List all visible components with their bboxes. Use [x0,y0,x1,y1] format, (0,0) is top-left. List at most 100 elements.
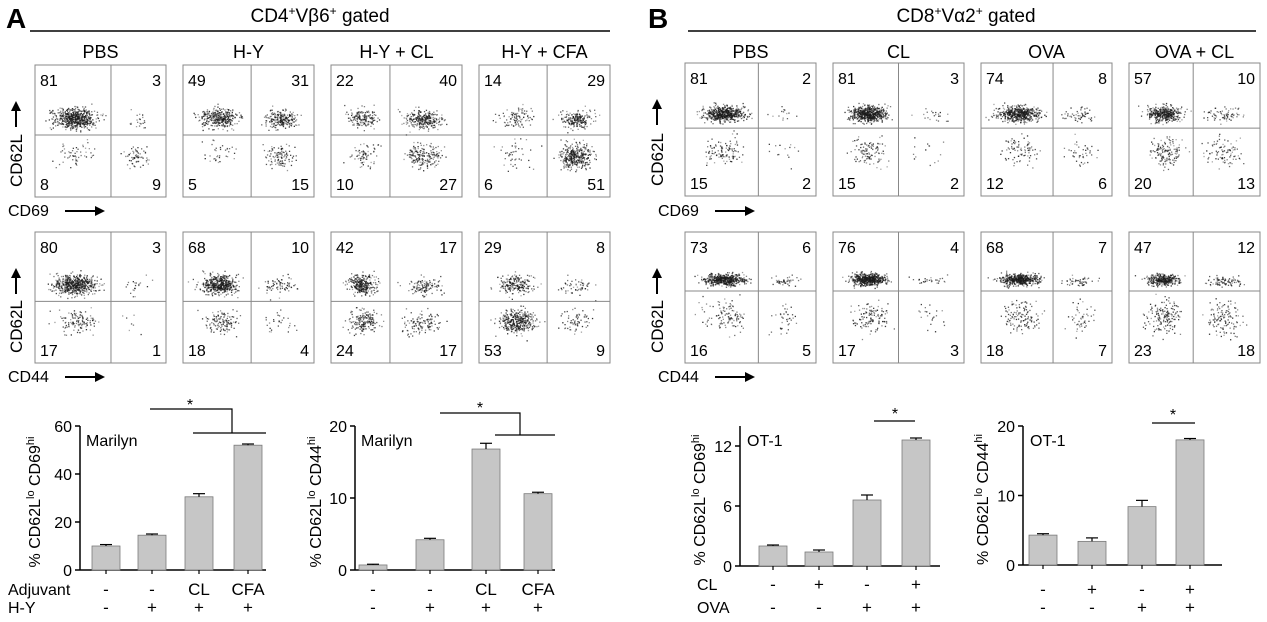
event-dot [372,117,375,120]
event-dot [580,155,582,157]
event-dot [232,124,234,126]
event-dot [346,288,348,290]
event-dot [381,325,383,328]
event-dot [511,154,513,156]
event-dot [65,116,67,118]
event-dot [69,275,71,277]
event-dot [65,275,67,277]
event-dot [78,281,80,283]
event-dot [576,142,578,144]
event-dot [571,156,573,158]
event-dot [422,294,424,297]
event-dot [367,150,369,153]
event-dot [572,121,574,123]
event-dot [424,162,426,164]
event-dot [77,278,79,280]
event-dot [78,286,80,288]
event-dot [423,116,425,118]
event-dot [68,322,70,324]
event-dot [417,147,419,150]
event-dot [232,321,235,323]
event-dot [224,270,226,272]
event-dot [211,125,214,127]
event-dot [287,282,289,284]
event-dot [361,157,363,159]
event-dot [419,151,421,154]
event-dot [81,287,83,289]
event-dot [68,282,70,284]
event-dot [292,155,295,157]
event-dot [144,127,146,129]
event-dot [71,108,74,110]
event-dot [218,122,220,124]
event-dot [73,121,76,123]
event-dot [425,109,428,111]
event-dot [55,125,57,127]
event-dot [211,288,213,290]
event-dot [91,281,93,283]
event-dot [69,292,72,294]
event-dot [363,308,365,311]
event-dot [585,122,587,124]
event-dot [88,285,90,287]
event-dot [530,118,533,120]
event-dot [503,121,506,124]
event-dot [223,333,226,336]
event-dot [130,123,132,125]
event-dot [579,143,581,145]
event-dot [371,118,374,120]
event-dot [582,161,585,163]
event-dot [377,144,380,146]
event-dot [369,321,371,323]
event-dot [222,323,224,325]
event-dot [560,159,562,162]
event-dot [71,118,73,120]
event-dot [357,278,360,280]
event-dot [235,288,237,291]
event-dot [426,122,428,124]
event-dot [209,272,211,274]
event-dot [295,119,298,121]
event-dot [58,286,60,288]
event-dot [79,290,81,292]
event-dot [87,293,89,296]
event-dot [271,109,273,111]
event-dot [92,119,94,121]
event-dot [577,148,579,151]
event-dot [404,153,406,155]
event-dot [84,110,86,113]
event-dot [561,155,563,158]
event-dot [293,125,295,127]
event-dot [362,282,364,284]
event-dot [278,151,280,154]
event-dot [428,112,430,114]
event-dot [364,275,367,277]
event-dot [236,114,238,116]
event-dot [219,118,222,120]
event-dot [62,126,64,128]
event-dot [205,284,207,286]
event-dot [78,320,80,322]
event-dot [418,168,420,171]
event-dot [223,280,225,282]
event-dot [584,122,586,124]
event-dot [277,152,279,154]
event-dot [217,116,219,118]
event-dot [346,283,348,285]
event-dot [73,116,75,119]
event-dot [423,287,425,289]
event-dot [228,285,231,287]
event-dot [220,287,223,290]
event-dot [571,161,574,163]
event-dot [560,169,562,171]
event-dot [76,316,79,318]
event-dot [363,317,365,319]
event-dot [357,150,359,153]
event-dot [71,297,73,299]
event-dot [376,155,378,157]
event-dot [219,108,221,110]
event-dot [199,289,202,291]
event-dot [415,106,417,108]
event-dot [417,284,419,286]
event-dot [64,327,66,329]
